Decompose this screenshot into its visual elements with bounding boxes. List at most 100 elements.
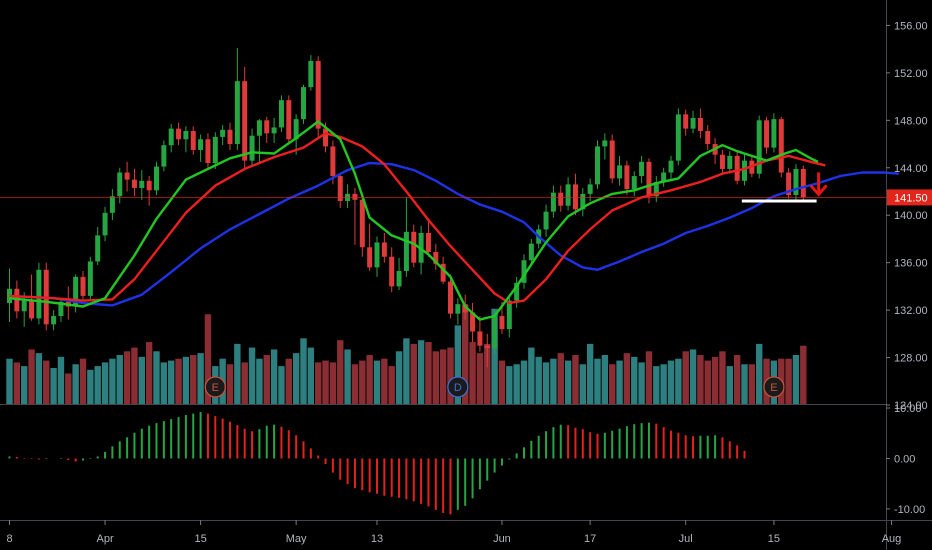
candle-body[interactable] <box>440 263 446 282</box>
candle-body[interactable] <box>624 165 630 190</box>
candle-body[interactable] <box>470 312 476 332</box>
candle-body[interactable] <box>190 130 196 150</box>
candle-body[interactable] <box>433 251 439 264</box>
candle-body[interactable] <box>131 179 137 188</box>
candle-body[interactable] <box>565 184 571 206</box>
candle-body[interactable] <box>139 180 145 188</box>
candle-body[interactable] <box>786 172 792 196</box>
candle-body[interactable] <box>543 211 549 230</box>
candle-body[interactable] <box>58 301 64 317</box>
candle-body[interactable] <box>778 119 784 173</box>
candle-body[interactable] <box>646 161 652 197</box>
candle-body[interactable] <box>580 193 586 210</box>
candle-body[interactable] <box>29 300 35 319</box>
candle-body[interactable] <box>389 256 395 287</box>
candle-body[interactable] <box>448 281 453 314</box>
candle-body[interactable] <box>690 117 696 129</box>
candle-body[interactable] <box>719 154 725 169</box>
candle-body[interactable] <box>617 165 623 179</box>
candle-body[interactable] <box>411 231 417 263</box>
candle-body[interactable] <box>337 176 343 201</box>
candle-body[interactable] <box>36 269 42 319</box>
candle-body[interactable] <box>183 130 189 140</box>
candle-body[interactable] <box>21 300 27 312</box>
candle-body[interactable] <box>705 130 711 145</box>
candle-body[interactable] <box>286 100 292 140</box>
candle-body[interactable] <box>572 184 578 210</box>
candle-body[interactable] <box>176 128 182 140</box>
candle-body[interactable] <box>683 114 689 129</box>
candle-body[interactable] <box>374 242 380 268</box>
candle-body[interactable] <box>212 136 218 164</box>
candle-body[interactable] <box>117 172 123 197</box>
candle-body[interactable] <box>161 145 167 167</box>
candle-body[interactable] <box>271 127 277 134</box>
candle-body[interactable] <box>668 160 674 173</box>
candle-body[interactable] <box>278 100 284 128</box>
candle-body[interactable] <box>124 172 130 180</box>
candle-body[interactable] <box>653 181 659 197</box>
candle-body[interactable] <box>558 192 564 206</box>
candle-body[interactable] <box>73 276 79 307</box>
candle-body[interactable] <box>7 288 12 303</box>
candle-body[interactable] <box>675 114 681 161</box>
candle-body[interactable] <box>198 139 204 150</box>
candle-body[interactable] <box>506 300 512 330</box>
candle-body[interactable] <box>734 155 740 181</box>
candle-body[interactable] <box>492 316 498 349</box>
candle-body[interactable] <box>484 345 490 349</box>
candle-body[interactable] <box>168 128 174 146</box>
candle-body[interactable] <box>661 172 667 182</box>
candle-body[interactable] <box>205 139 211 164</box>
candle-body[interactable] <box>550 192 556 212</box>
candle-body[interactable] <box>697 117 703 131</box>
candle-body[interactable] <box>249 135 255 161</box>
candle-body[interactable] <box>227 129 233 145</box>
candle-body[interactable] <box>109 196 115 213</box>
candle-body[interactable] <box>425 233 431 252</box>
candle-body[interactable] <box>587 184 593 194</box>
candle-body[interactable] <box>462 304 468 313</box>
candle-body[interactable] <box>51 316 57 325</box>
candle-body[interactable] <box>499 316 505 330</box>
candle-body[interactable] <box>609 140 615 179</box>
candle-body[interactable] <box>639 161 645 177</box>
candle-body[interactable] <box>234 81 240 145</box>
candle-body[interactable] <box>455 304 461 314</box>
candle-body[interactable] <box>359 199 365 248</box>
candle-body[interactable] <box>764 120 770 148</box>
candle-body[interactable] <box>367 247 373 268</box>
candle-body[interactable] <box>800 168 806 198</box>
candle-body[interactable] <box>220 129 226 137</box>
candle-body[interactable] <box>727 155 733 169</box>
candle-body[interactable] <box>102 212 108 236</box>
candle-body[interactable] <box>330 146 336 177</box>
candle-body[interactable] <box>154 166 159 191</box>
candle-body[interactable] <box>308 61 314 88</box>
candle-body[interactable] <box>756 120 762 174</box>
candle-body[interactable] <box>793 168 799 196</box>
candle-body[interactable] <box>352 193 358 200</box>
event-marker[interactable]: D <box>447 376 469 398</box>
candle-body[interactable] <box>631 176 637 190</box>
candle-body[interactable] <box>742 160 747 181</box>
candle-body[interactable] <box>514 282 520 301</box>
candle-body[interactable] <box>528 243 534 261</box>
candle-body[interactable] <box>602 140 608 147</box>
candle-body[interactable] <box>396 270 402 287</box>
candle-body[interactable] <box>80 276 86 296</box>
candle-body[interactable] <box>315 61 321 129</box>
candle-body[interactable] <box>256 120 262 136</box>
candle-body[interactable] <box>293 119 299 140</box>
candle-body[interactable] <box>242 81 248 161</box>
candle-body[interactable] <box>521 260 527 283</box>
candle-body[interactable] <box>301 87 306 120</box>
candle-body[interactable] <box>323 128 329 147</box>
event-marker[interactable]: E <box>763 376 785 398</box>
candle-body[interactable] <box>95 235 101 262</box>
candle-body[interactable] <box>146 180 152 191</box>
candle-body[interactable] <box>87 261 93 296</box>
candle-body[interactable] <box>264 120 270 134</box>
